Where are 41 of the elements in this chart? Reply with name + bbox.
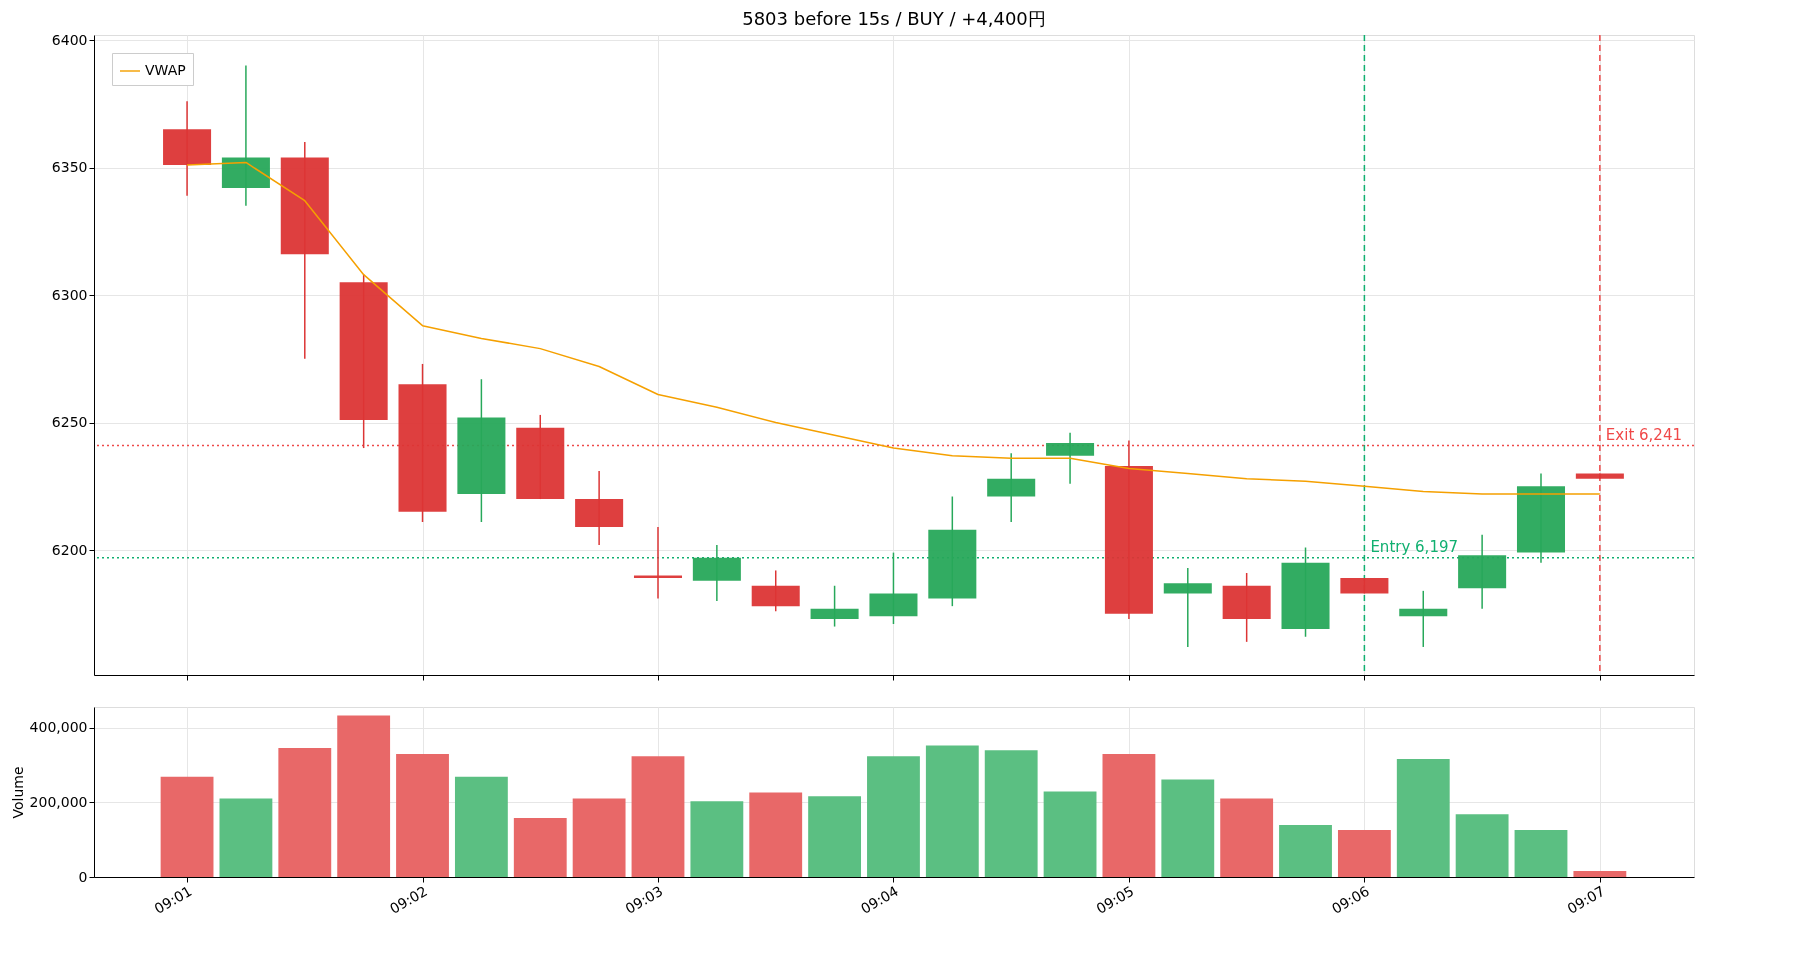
- bar: [278, 748, 332, 877]
- bar: [984, 750, 1038, 877]
- bar: [1220, 798, 1274, 877]
- bar: [454, 776, 508, 877]
- bar: [1396, 758, 1450, 877]
- annotation: Exit 6,241: [1605, 425, 1682, 444]
- y-tick-label: 6200: [51, 541, 88, 558]
- bar: [1161, 779, 1215, 877]
- bar: [690, 801, 744, 877]
- bar: [631, 756, 685, 877]
- bar: [808, 796, 862, 877]
- bar: [396, 754, 449, 877]
- annotation: Entry 6,197: [1370, 537, 1459, 556]
- bar: [749, 792, 803, 877]
- candlestick: [1163, 567, 1212, 648]
- y-tick-label: 6400: [51, 31, 88, 48]
- y-tick-label: 6250: [51, 414, 88, 431]
- chart-title: 5803 before 15s / BUY / +4,400円: [742, 8, 1046, 30]
- y-axis-title: Volume: [9, 766, 26, 819]
- bar: [1455, 814, 1509, 877]
- y-tick-label: 6300: [51, 286, 88, 303]
- bar: [1043, 791, 1097, 877]
- bar: [219, 798, 273, 877]
- bar: [1279, 825, 1332, 877]
- bar: [867, 756, 920, 877]
- y-tick-label: 200,000: [29, 793, 88, 810]
- y-tick-label: 0: [78, 868, 88, 885]
- y-tick-label: 400,000: [29, 719, 88, 736]
- bar: [925, 745, 979, 877]
- legend-label: VWAP: [145, 62, 186, 78]
- bar: [572, 798, 626, 877]
- bar: [1337, 829, 1391, 877]
- bar: [513, 817, 567, 877]
- bar: [1514, 829, 1568, 877]
- y-tick-label: 6350: [51, 159, 88, 176]
- line-series: [186, 161, 1601, 495]
- bar: [1102, 754, 1156, 877]
- bar: [1573, 871, 1627, 877]
- bar: [160, 776, 214, 877]
- bar: [337, 715, 391, 877]
- candlestick: [1399, 590, 1448, 648]
